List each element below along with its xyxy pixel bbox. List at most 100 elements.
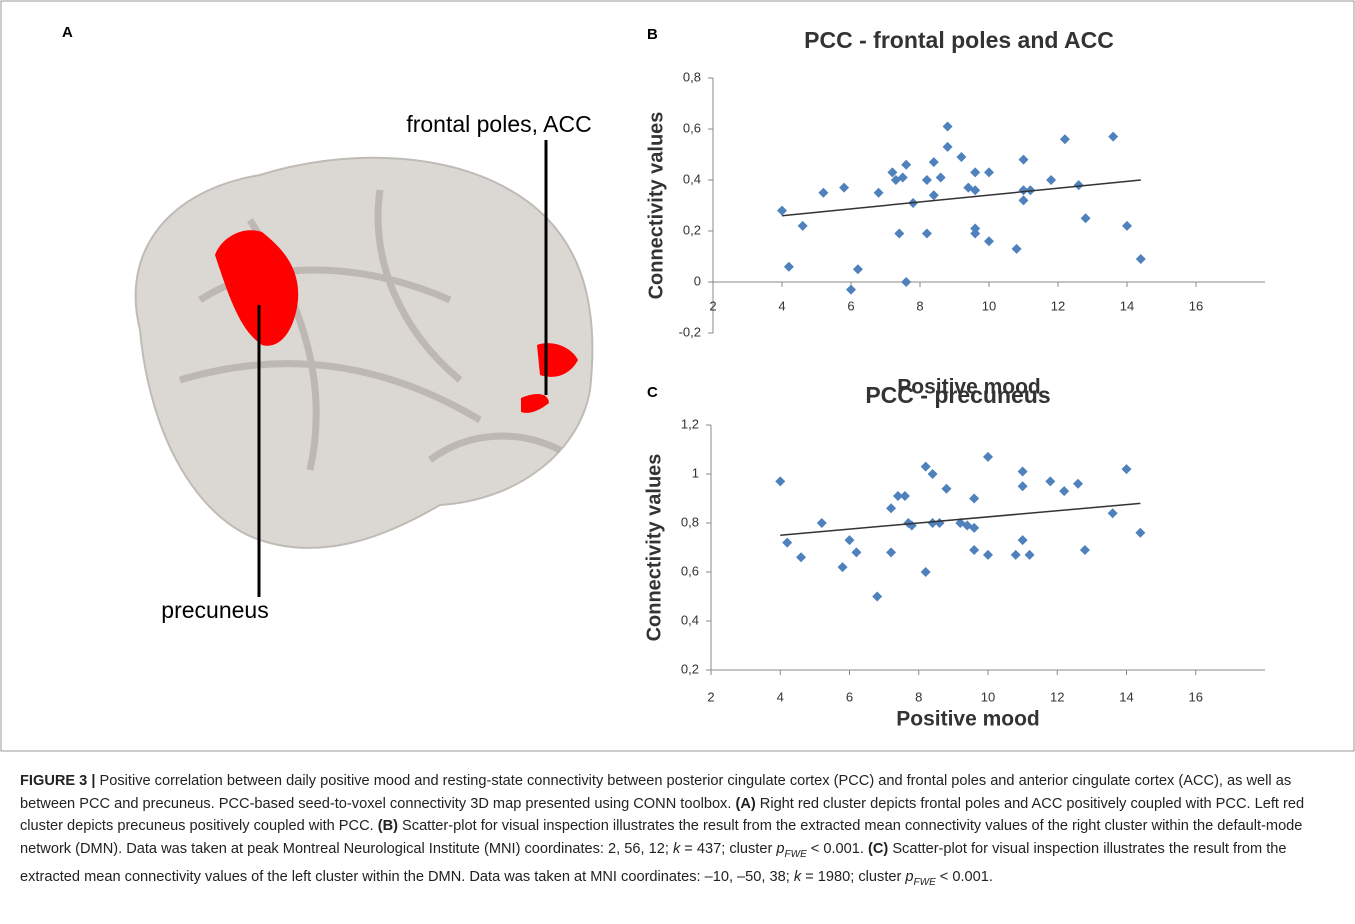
panel-letter: A — [62, 24, 73, 41]
data-point — [818, 188, 828, 198]
y-tick-label: -0,2 — [679, 324, 701, 339]
x-tick-label: 12 — [1050, 689, 1064, 704]
caption-text: (C) — [868, 841, 888, 857]
data-point — [874, 188, 884, 198]
caption-text: FWE — [785, 848, 807, 859]
chart-title: PCC - frontal poles and ACC — [804, 27, 1114, 53]
data-point — [984, 236, 994, 246]
data-point — [798, 221, 808, 231]
data-point — [775, 476, 785, 486]
region-label: frontal poles, ACC — [406, 111, 591, 137]
data-point — [1080, 545, 1090, 555]
data-point — [1059, 486, 1069, 496]
x-tick-label: 4 — [778, 298, 785, 313]
data-point — [929, 157, 939, 167]
data-point — [921, 567, 931, 577]
data-point — [984, 167, 994, 177]
x-tick-label: 2 — [709, 298, 716, 313]
caption-text: FWE — [914, 877, 936, 888]
data-point — [1019, 155, 1029, 165]
data-point — [956, 152, 966, 162]
data-point — [853, 264, 863, 274]
caption-text: p — [776, 841, 784, 857]
panel-letter: B — [647, 26, 658, 43]
trend-line — [780, 503, 1140, 535]
caption-text: = 437; cluster — [680, 841, 776, 857]
y-tick-label: 0,4 — [681, 612, 699, 627]
data-point — [845, 535, 855, 545]
x-tick-label: 14 — [1119, 689, 1133, 704]
data-point — [922, 229, 932, 239]
caption-text: < 0.001. — [807, 841, 868, 857]
data-point — [782, 538, 792, 548]
x-tick-label: 6 — [847, 298, 854, 313]
data-point — [846, 285, 856, 295]
y-axis-label: Connectivity values — [645, 112, 667, 300]
y-tick-label: 0,4 — [683, 171, 701, 186]
data-point — [900, 491, 910, 501]
data-point — [1011, 550, 1021, 560]
data-point — [886, 503, 896, 513]
data-point — [969, 545, 979, 555]
y-tick-label: 1,2 — [681, 416, 699, 431]
data-point — [936, 172, 946, 182]
caption-text: p — [905, 869, 913, 885]
x-tick-label: 8 — [915, 689, 922, 704]
y-tick-label: 0,8 — [683, 69, 701, 84]
data-point — [1025, 550, 1035, 560]
x-tick-label: 10 — [981, 689, 995, 704]
data-point — [1060, 134, 1070, 144]
y-tick-label: 0,8 — [681, 514, 699, 529]
data-point — [839, 183, 849, 193]
data-point — [1122, 221, 1132, 231]
x-tick-label: 4 — [777, 689, 784, 704]
caption-text: FIGURE 3 | — [20, 773, 95, 789]
y-tick-label: 0,2 — [683, 222, 701, 237]
data-point — [1122, 464, 1132, 474]
x-tick-label: 14 — [1120, 298, 1134, 313]
data-point — [928, 469, 938, 479]
data-point — [817, 518, 827, 528]
data-point — [901, 277, 911, 287]
data-point — [922, 175, 932, 185]
x-tick-label: 6 — [846, 689, 853, 704]
brain — [136, 140, 593, 597]
data-point — [777, 206, 787, 216]
data-point — [796, 552, 806, 562]
data-point — [838, 562, 848, 572]
x-tick-label: 16 — [1189, 689, 1203, 704]
y-tick-label: 0,6 — [683, 120, 701, 135]
y-tick-label: 0 — [694, 273, 701, 288]
data-point — [929, 190, 939, 200]
x-tick-label: 2 — [707, 689, 714, 704]
x-axis-label: Positive mood — [896, 708, 1040, 731]
data-point — [1135, 528, 1145, 538]
region-label: precuneus — [161, 597, 268, 623]
y-tick-label: 0,6 — [681, 563, 699, 578]
y-tick-label: 1 — [692, 465, 699, 480]
data-point — [1019, 195, 1029, 205]
data-point — [983, 452, 993, 462]
data-point — [970, 223, 980, 233]
data-point — [1136, 254, 1146, 264]
data-point — [1108, 132, 1118, 142]
data-point — [901, 160, 911, 170]
data-point — [851, 547, 861, 557]
x-tick-label: 16 — [1189, 298, 1203, 313]
caption-text: (A) — [735, 796, 755, 812]
y-tick-label: 0,2 — [681, 661, 699, 676]
data-point — [1046, 175, 1056, 185]
data-point — [886, 547, 896, 557]
x-tick-label: 12 — [1051, 298, 1065, 313]
caption: FIGURE 3 | Positive correlation between … — [20, 770, 1338, 894]
y-axis-label: Connectivity values — [643, 454, 665, 642]
data-point — [943, 121, 953, 131]
caption-text: (B) — [378, 818, 398, 834]
data-point — [1018, 535, 1028, 545]
data-point — [935, 518, 945, 528]
data-point — [894, 229, 904, 239]
data-point — [1018, 467, 1028, 477]
panel-letter: C — [647, 384, 658, 401]
data-point — [872, 592, 882, 602]
caption-text: < 0.001. — [936, 869, 993, 885]
